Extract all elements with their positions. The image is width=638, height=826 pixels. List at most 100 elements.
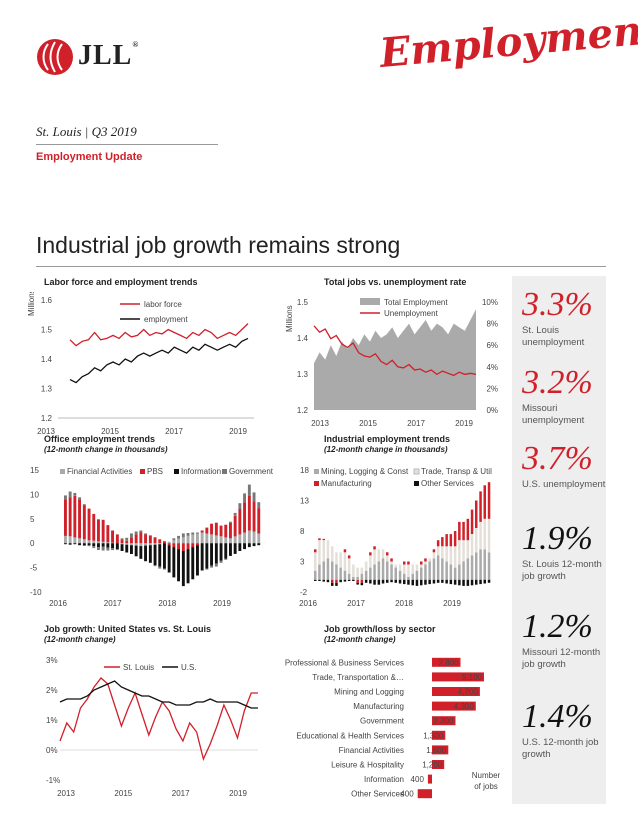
y-tick-label: -2 — [300, 588, 308, 597]
bar-segment — [125, 537, 129, 541]
bar-segment — [139, 543, 143, 547]
bar-segment — [369, 567, 372, 580]
bar-segment — [181, 537, 185, 544]
bar-segment — [420, 567, 423, 580]
y-axis-label: Millions — [285, 305, 294, 332]
bar-segment — [487, 518, 491, 553]
bar-segment — [398, 570, 402, 580]
bar-segment — [177, 543, 180, 550]
stat-label: Missouri 12-month job growth — [522, 647, 601, 670]
bar-segment — [219, 525, 223, 537]
bar-segment — [326, 579, 330, 583]
series-line-employment — [69, 337, 249, 384]
bar-segment — [158, 539, 162, 544]
bar-segment — [475, 579, 478, 585]
bar-segment — [115, 549, 119, 551]
bar-segment — [449, 534, 453, 547]
bar-segment — [186, 549, 190, 584]
sector-label: Government — [360, 717, 405, 726]
legend-label: St. Louis — [123, 663, 154, 672]
stat-label: St. Louis 12-month job growth — [522, 559, 602, 582]
bar-segment — [78, 538, 81, 544]
legend-swatch — [360, 298, 380, 305]
bar-segment — [68, 543, 72, 545]
office-chart: 15 10 5 0 -5 -10 2016 2017 2018 2019 Financial Act… — [30, 466, 274, 608]
industrial-chart-subtitle: (12-month change in thousands) — [324, 445, 448, 454]
y-tick-label: 3% — [46, 656, 58, 665]
stat-us-job-growth: 1.4% U.S. 12-month job growth — [522, 698, 606, 761]
bar-segment — [64, 543, 67, 545]
bar-segment — [97, 543, 100, 548]
sector-label: Educational & Health Services — [296, 731, 404, 740]
data-label: 5,100 — [462, 673, 483, 682]
bar-segment — [369, 579, 372, 584]
bar-segment — [191, 532, 195, 535]
y-tick-label: 13 — [300, 497, 309, 506]
bar-segment — [111, 542, 114, 544]
bar-segment — [394, 564, 397, 568]
y-tick-label: -10 — [30, 588, 42, 597]
stat-value: 1.2% — [522, 608, 593, 645]
bar-segment — [483, 485, 486, 519]
bar-segment — [352, 579, 355, 581]
bar-segment — [92, 540, 96, 544]
x-tick-label: 2013 — [311, 419, 329, 428]
bar-segment — [470, 555, 474, 580]
bar-segment — [233, 512, 237, 516]
bar-segment — [224, 558, 228, 560]
sector-bar — [427, 774, 432, 784]
sector-label: Financial Activities — [339, 746, 404, 755]
bar-segment — [238, 509, 242, 535]
stat-value: 3.3% — [522, 286, 593, 323]
bar-segment — [407, 564, 410, 577]
bar-segment — [200, 530, 204, 533]
bar-segment — [101, 543, 105, 547]
bar-segment — [487, 482, 491, 519]
y-tick-label: 1.2 — [297, 406, 309, 415]
bar-segment — [257, 543, 261, 546]
x-tick-label: 2017 — [347, 599, 365, 608]
bar-segment — [470, 534, 474, 556]
stat-value: 1.9% — [522, 520, 593, 557]
x-tick-label: 2013 — [57, 789, 75, 798]
bar-segment — [373, 579, 376, 585]
bar-segment — [177, 538, 180, 544]
y-tick-label: 0 — [30, 539, 35, 548]
bar-segment — [462, 561, 465, 580]
bar-segment — [360, 567, 364, 574]
series-line-labor-force — [69, 323, 249, 347]
bar-segment — [252, 501, 256, 532]
bar-segment — [428, 561, 431, 580]
bar-segment — [360, 582, 364, 586]
y-tick-label: 2% — [46, 686, 58, 695]
y-tick-label: 5 — [30, 515, 35, 524]
bar-segment — [347, 555, 351, 559]
sector-bar — [432, 730, 446, 740]
bar-segment — [210, 534, 213, 544]
bar-segment — [424, 561, 427, 565]
bar-segment — [453, 546, 457, 568]
bar-segment — [331, 579, 334, 583]
bar-segment — [386, 561, 389, 580]
bar-segment — [148, 535, 152, 544]
bar-segment — [394, 579, 397, 583]
brand-title: Employment — [377, 5, 638, 77]
x-tick-label: 2019 — [213, 599, 231, 608]
bar-segment — [257, 533, 261, 544]
legend-label: Trade, Transp & Util — [421, 467, 492, 476]
sector-bar — [432, 672, 484, 682]
bar-segment — [458, 540, 461, 565]
bar-segment — [462, 579, 465, 586]
bar-segment — [134, 545, 138, 557]
bar-segment — [381, 558, 385, 580]
bar-segment — [335, 579, 338, 583]
sector-label: Mining and Logging — [334, 688, 404, 697]
bar-segment — [475, 500, 478, 528]
bar-segment — [214, 543, 218, 564]
bar-segment — [196, 532, 199, 534]
bar-segment — [229, 521, 232, 523]
bar-segment — [214, 522, 218, 536]
bar-segment — [78, 497, 81, 500]
bar-segment — [386, 552, 389, 556]
y-tick-label: 1.3 — [297, 370, 309, 379]
